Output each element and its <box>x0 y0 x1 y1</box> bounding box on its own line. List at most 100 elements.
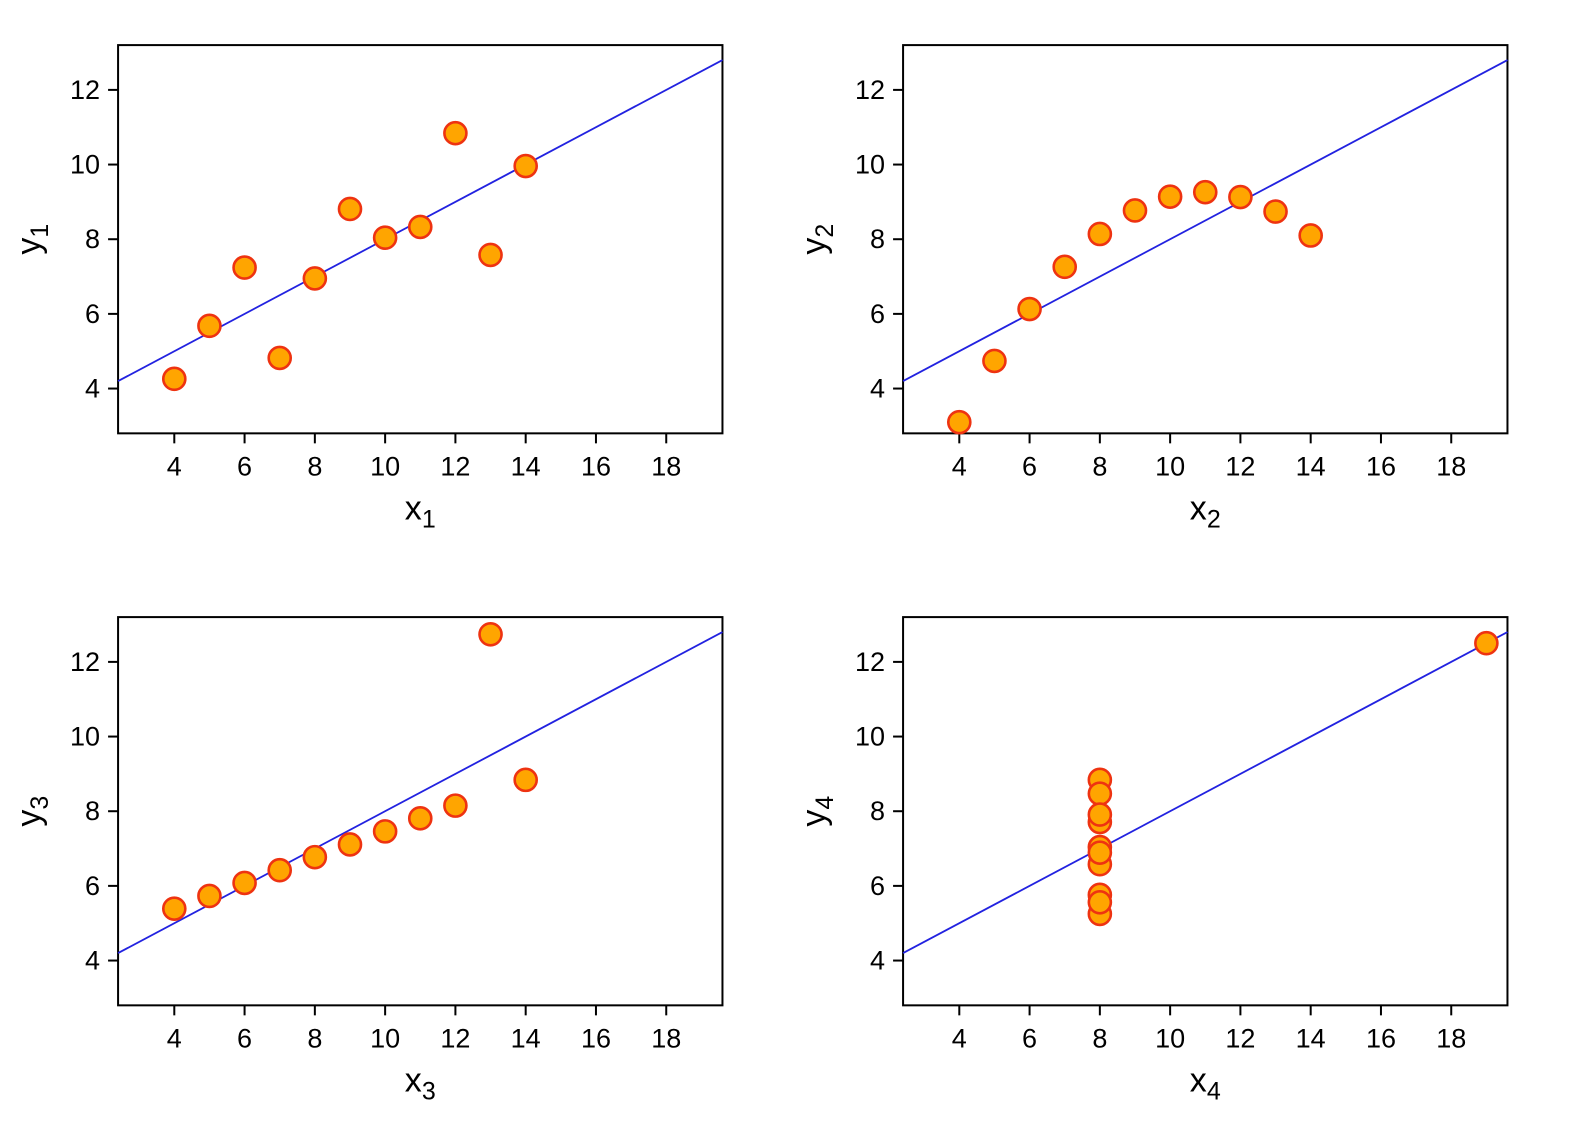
x-tick-label: 8 <box>307 1023 322 1053</box>
y-tick-label: 12 <box>70 646 100 676</box>
data-point <box>1262 199 1288 224</box>
y-tick-label: 10 <box>70 150 100 180</box>
y-tick-label: 6 <box>870 299 885 329</box>
x-tick-label: 14 <box>511 451 541 481</box>
data-point <box>372 225 398 251</box>
data-point <box>197 883 222 908</box>
y-tick-label: 4 <box>85 945 100 975</box>
y-tick-label: 6 <box>85 299 100 329</box>
data-point <box>1157 184 1182 209</box>
x-tick-label: 8 <box>1092 1023 1107 1053</box>
x-tick-label: 10 <box>370 1023 400 1053</box>
x-tick-label: 4 <box>167 1023 182 1053</box>
x-tick-label: 10 <box>370 451 400 481</box>
plot-cell-3: 4 6 8 10 12 14 16 18 4 6 8 10 12 x3 y3 <box>0 572 785 1143</box>
y-axis-label: y4 <box>795 795 839 826</box>
data-point <box>1087 889 1112 915</box>
x-tick-label: 14 <box>511 1023 541 1053</box>
data-point <box>1297 223 1323 248</box>
data-point <box>981 348 1007 374</box>
x-tick-label: 8 <box>307 451 322 481</box>
data-point <box>1227 184 1253 210</box>
data-point <box>1192 179 1218 205</box>
data-point <box>232 255 257 280</box>
data-point <box>443 792 468 818</box>
data-point <box>513 767 538 792</box>
x-tick-label: 10 <box>1155 451 1185 481</box>
x-tick-label: 12 <box>1225 451 1255 481</box>
data-point <box>337 831 363 857</box>
y-tick-label: 4 <box>85 374 100 404</box>
x-tick-label: 6 <box>237 1023 252 1053</box>
x-tick-label: 6 <box>237 451 252 481</box>
data-point <box>161 366 187 392</box>
data-point <box>232 870 257 895</box>
data-point <box>946 409 972 435</box>
x-tick-label: 14 <box>1295 451 1325 481</box>
x-tick-label: 18 <box>1436 1023 1466 1053</box>
regression-line <box>902 59 1508 382</box>
data-point <box>407 214 433 240</box>
x-tick-label: 18 <box>651 1023 681 1053</box>
data-point <box>478 621 503 647</box>
plot-cell-2: 4 6 8 10 12 14 16 18 4 6 8 10 12 x2 y2 <box>785 0 1569 572</box>
y-tick-label: 12 <box>70 75 100 105</box>
y-tick-label: 8 <box>870 224 885 254</box>
data-point <box>1473 630 1499 656</box>
y-tick-label: 10 <box>855 721 885 751</box>
y-tick-label: 10 <box>70 721 100 751</box>
data-point <box>407 805 433 831</box>
x-tick-label: 12 <box>1225 1023 1255 1053</box>
y-tick-label: 8 <box>85 796 100 826</box>
data-point <box>513 153 538 179</box>
data-point <box>267 857 293 883</box>
data-point <box>337 196 363 222</box>
data-point <box>302 266 328 291</box>
data-point <box>1087 780 1112 806</box>
data-point <box>1087 801 1112 827</box>
x-axis-label: x4 <box>1189 1061 1220 1105</box>
x-tick-label: 8 <box>1092 451 1107 481</box>
data-point <box>443 120 468 146</box>
x-axis-label: x3 <box>405 1061 436 1105</box>
y-axis-label: y2 <box>795 224 839 255</box>
x-tick-label: 12 <box>440 1023 470 1053</box>
x-tick-label: 16 <box>581 1023 611 1053</box>
data-point <box>197 313 222 339</box>
y-tick-label: 10 <box>855 150 885 180</box>
data-point <box>1087 839 1112 865</box>
y-tick-label: 8 <box>85 224 100 254</box>
y-tick-label: 4 <box>870 945 885 975</box>
y-tick-label: 4 <box>870 374 885 404</box>
y-tick-label: 6 <box>870 870 885 900</box>
x-tick-label: 16 <box>1365 1023 1395 1053</box>
x-tick-label: 4 <box>951 1023 966 1053</box>
plot-cell-4: 4 6 8 10 12 14 16 18 4 6 8 10 12 x4 y4 <box>785 572 1569 1143</box>
regression-line <box>902 630 1508 954</box>
y-axis-label: y1 <box>10 224 54 255</box>
data-point <box>478 242 503 268</box>
data-point <box>302 844 328 869</box>
y-tick-label: 12 <box>855 75 885 105</box>
plot-cell-1: 4 6 8 10 12 14 16 18 4 6 8 10 12 x1 y1 <box>0 0 785 572</box>
y-tick-label: 12 <box>855 646 885 676</box>
data-point <box>1051 254 1077 280</box>
x-axis-label: x1 <box>405 489 436 533</box>
y-axis-label: y3 <box>10 795 54 826</box>
x-tick-label: 16 <box>581 451 611 481</box>
x-tick-label: 14 <box>1295 1023 1325 1053</box>
x-tick-label: 18 <box>1436 451 1466 481</box>
x-tick-label: 4 <box>951 451 966 481</box>
data-point <box>1122 198 1147 223</box>
data-point <box>267 345 293 371</box>
plot-box <box>117 44 724 435</box>
data-point <box>1087 221 1112 247</box>
y-tick-label: 6 <box>85 870 100 900</box>
x-tick-label: 16 <box>1365 451 1395 481</box>
x-tick-label: 18 <box>651 451 681 481</box>
x-axis-label: x2 <box>1189 489 1220 533</box>
